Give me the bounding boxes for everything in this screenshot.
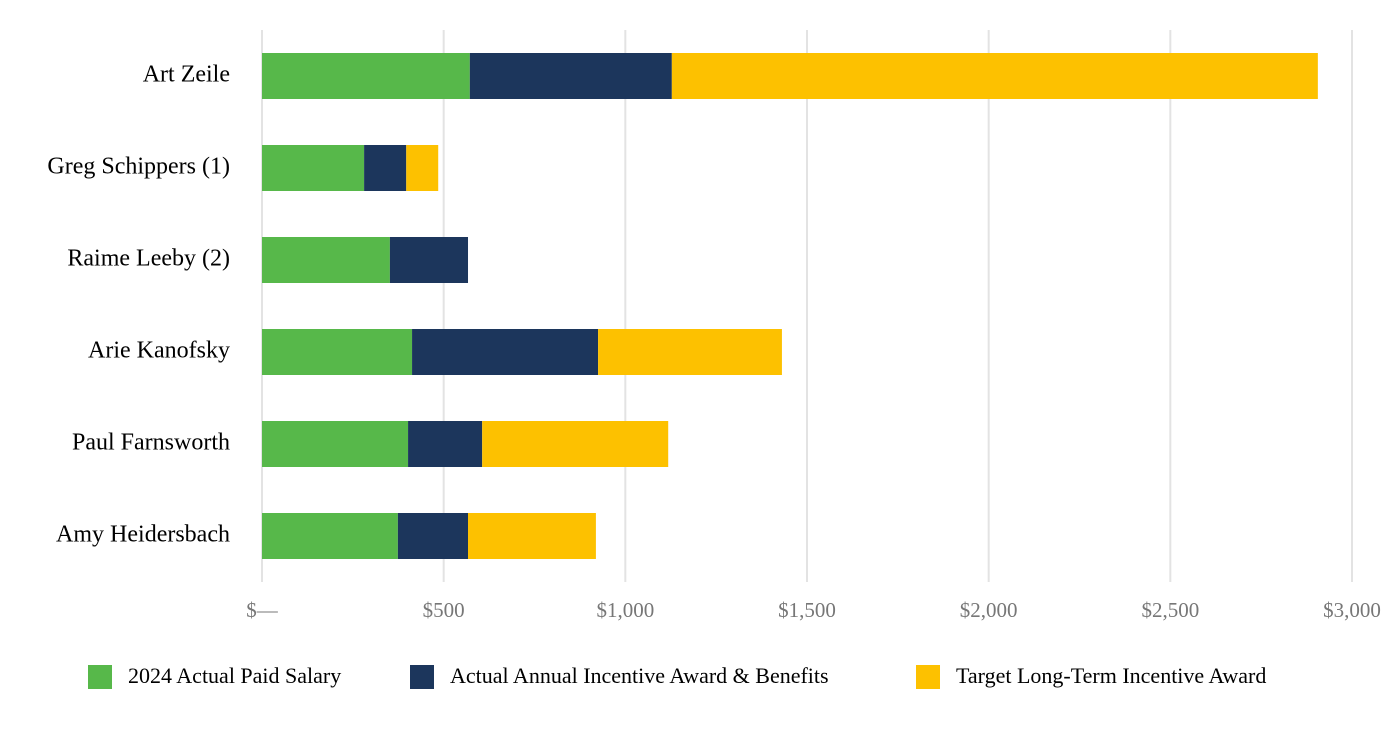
bar-segment — [364, 145, 407, 191]
bar-segment — [406, 145, 439, 191]
legend-label: 2024 Actual Paid Salary — [128, 663, 341, 688]
legend-swatch — [916, 665, 940, 689]
x-tick-label: $2,500 — [1141, 598, 1199, 622]
legend-label: Actual Annual Incentive Award & Benefits — [450, 663, 829, 688]
x-tick-label: $1,000 — [596, 598, 654, 622]
bar-segment — [262, 237, 390, 283]
bar-segment — [262, 329, 413, 375]
legend-swatch — [410, 665, 434, 689]
y-tick-label: Greg Schippers (1) — [47, 154, 230, 180]
bar-segment — [671, 53, 1318, 99]
legend-label: Target Long-Term Incentive Award — [956, 663, 1266, 688]
x-tick-label: $— — [246, 598, 279, 622]
y-tick-label: Raime Leeby (2) — [67, 246, 230, 272]
y-tick-label: Art Zeile — [143, 62, 230, 88]
bar-segment — [598, 329, 782, 375]
bar-segment — [412, 329, 599, 375]
bar-segment — [469, 53, 672, 99]
bar-segment — [262, 53, 470, 99]
y-tick-label: Paul Farnsworth — [72, 430, 230, 456]
x-tick-label: $2,000 — [960, 598, 1018, 622]
bar-segment — [262, 145, 365, 191]
x-tick-label: $500 — [423, 598, 465, 622]
legend-swatch — [88, 665, 112, 689]
x-tick-label: $3,000 — [1323, 598, 1381, 622]
bar-segment — [389, 237, 469, 283]
x-tick-label: $1,500 — [778, 598, 836, 622]
y-tick-label: Arie Kanofsky — [88, 338, 230, 364]
bar-segment — [397, 513, 469, 559]
bar-segment — [262, 421, 409, 467]
bar-segment — [262, 513, 398, 559]
bar-segment — [468, 513, 596, 559]
y-tick-label: Amy Heidersbach — [56, 522, 230, 548]
bar-segment — [482, 421, 669, 467]
bar-segment — [408, 421, 483, 467]
